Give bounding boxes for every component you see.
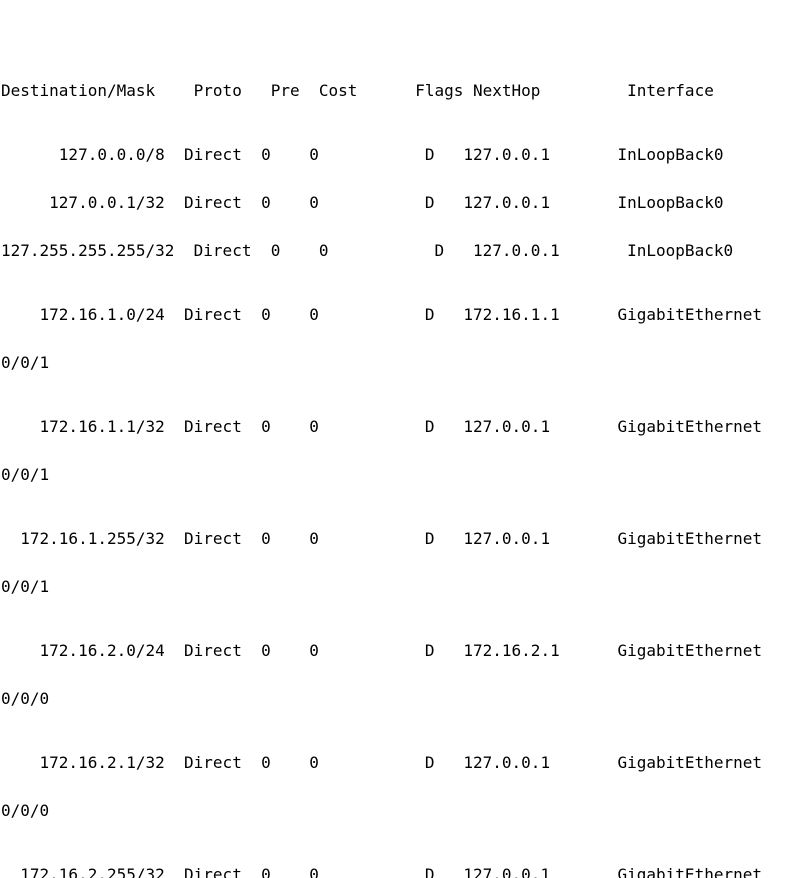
table-row: 172.16.1.255/32 Direct 0 0 D 127.0.0.1 G… <box>1 529 762 548</box>
table-row: 127.255.255.255/32 Direct 0 0 D 127.0.0.… <box>1 241 734 260</box>
table-row: 127.0.0.0/8 Direct 0 0 D 127.0.0.1 InLoo… <box>1 145 724 164</box>
table-row: 172.16.1.0/24 Direct 0 0 D 172.16.1.1 Gi… <box>1 305 762 324</box>
table-row: 172.16.2.0/24 Direct 0 0 D 172.16.2.1 Gi… <box>1 641 762 660</box>
table-row-wrap: 0/0/1 <box>1 353 50 372</box>
table-row-wrap: 0/0/1 <box>1 577 50 596</box>
table-row: 127.0.0.1/32 Direct 0 0 D 127.0.0.1 InLo… <box>1 193 724 212</box>
table-row-wrap: 0/0/1 <box>1 465 50 484</box>
table-row: 172.16.1.1/32 Direct 0 0 D 127.0.0.1 Gig… <box>1 417 762 436</box>
routing-table-header: Destination/Mask Proto Pre Cost Flags Ne… <box>1 81 714 100</box>
table-row: 172.16.2.1/32 Direct 0 0 D 127.0.0.1 Gig… <box>1 753 762 772</box>
terminal-screen: Destination/Mask Proto Pre Cost Flags Ne… <box>0 32 803 878</box>
table-row-wrap: 0/0/0 <box>1 689 50 708</box>
table-row-wrap: 0/0/0 <box>1 801 50 820</box>
table-row: 172.16.2.255/32 Direct 0 0 D 127.0.0.1 G… <box>1 865 762 878</box>
